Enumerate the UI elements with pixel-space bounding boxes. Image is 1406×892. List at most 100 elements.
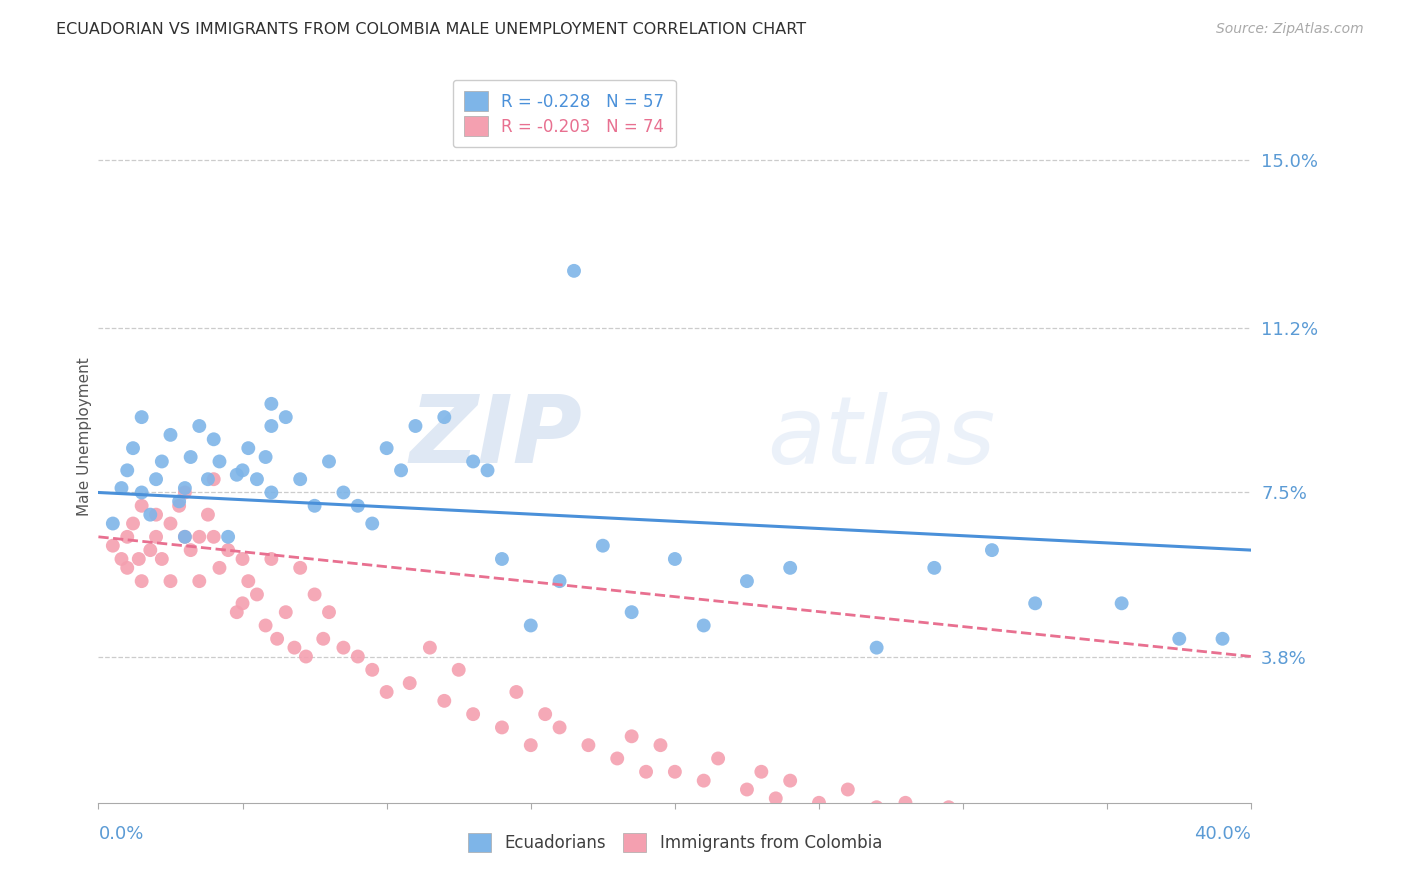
Point [735, 782, 758, 797]
Point [174, 485, 197, 500]
Point [260, 552, 283, 566]
Point [260, 397, 283, 411]
Point [332, 485, 354, 500]
Point [312, 632, 335, 646]
Point [693, 618, 716, 632]
Point [260, 419, 283, 434]
Point [650, 738, 672, 752]
Point [361, 663, 384, 677]
Point [159, 516, 181, 531]
Point [894, 796, 917, 810]
Point [866, 800, 889, 814]
Point [231, 596, 254, 610]
Legend: Ecuadorians, Immigrants from Colombia: Ecuadorians, Immigrants from Colombia [460, 824, 890, 860]
Point [966, 809, 988, 823]
Point [167, 494, 190, 508]
Point [246, 587, 269, 601]
Point [1111, 596, 1133, 610]
Point [246, 472, 269, 486]
Point [922, 805, 945, 819]
Point [117, 463, 139, 477]
Point [188, 530, 211, 544]
Point [150, 454, 173, 468]
Point [159, 428, 181, 442]
Point [361, 516, 384, 531]
Point [150, 552, 173, 566]
Point [620, 729, 643, 743]
Point [254, 618, 277, 632]
Point [131, 485, 153, 500]
Point [290, 561, 312, 575]
Point [433, 410, 456, 425]
Point [122, 441, 145, 455]
Point [208, 454, 231, 468]
Point [145, 508, 167, 522]
Point [477, 463, 499, 477]
Point [128, 552, 150, 566]
Point [131, 410, 153, 425]
Point [117, 530, 139, 544]
Point [174, 481, 197, 495]
Point [283, 640, 305, 655]
Point [620, 605, 643, 619]
Point [375, 685, 398, 699]
Point [346, 649, 368, 664]
Point [346, 499, 368, 513]
Point [188, 419, 211, 434]
Point [110, 552, 132, 566]
Point [225, 605, 247, 619]
Point [578, 738, 600, 752]
Point [202, 432, 225, 446]
Point [238, 441, 260, 455]
Point [981, 543, 1004, 558]
Point [174, 530, 197, 544]
Point [520, 738, 543, 752]
Point [664, 764, 686, 779]
Point [318, 454, 340, 468]
Point [807, 796, 830, 810]
Point [290, 472, 312, 486]
Point [208, 561, 231, 575]
Point [110, 481, 132, 495]
Point [318, 605, 340, 619]
Point [664, 552, 686, 566]
Point [188, 574, 211, 589]
Point [274, 410, 297, 425]
Point [491, 552, 513, 566]
Point [461, 454, 484, 468]
Point [101, 539, 124, 553]
Y-axis label: Male Unemployment: Male Unemployment [77, 358, 91, 516]
Point [707, 751, 730, 765]
Point [433, 694, 456, 708]
Point [779, 773, 801, 788]
Point [837, 782, 859, 797]
Point [254, 450, 277, 464]
Point [117, 561, 139, 575]
Point [304, 587, 326, 601]
Point [548, 721, 571, 735]
Point [765, 791, 787, 805]
Point [938, 800, 960, 814]
Point [779, 561, 801, 575]
Point [447, 663, 470, 677]
Point [461, 707, 484, 722]
Point [202, 530, 225, 544]
Point [274, 605, 297, 619]
Point [266, 632, 288, 646]
Point [260, 485, 283, 500]
Point [419, 640, 441, 655]
Point [167, 499, 190, 513]
Point [592, 539, 614, 553]
Point [139, 508, 162, 522]
Point [180, 450, 202, 464]
Point [491, 721, 513, 735]
Point [101, 516, 124, 531]
Point [217, 543, 239, 558]
Text: ECUADORIAN VS IMMIGRANTS FROM COLOMBIA MALE UNEMPLOYMENT CORRELATION CHART: ECUADORIAN VS IMMIGRANTS FROM COLOMBIA M… [56, 22, 807, 37]
Point [1024, 596, 1046, 610]
Point [238, 574, 260, 589]
Point [295, 649, 318, 664]
Point [225, 467, 247, 482]
Point [131, 574, 153, 589]
Point [636, 764, 658, 779]
